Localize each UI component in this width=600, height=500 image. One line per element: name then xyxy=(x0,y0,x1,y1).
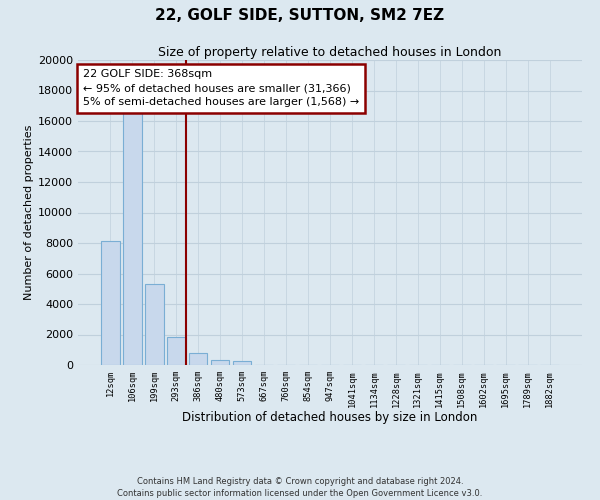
Bar xyxy=(189,353,208,365)
Y-axis label: Number of detached properties: Number of detached properties xyxy=(24,125,34,300)
Bar xyxy=(211,360,229,365)
Text: 22 GOLF SIDE: 368sqm
← 95% of detached houses are smaller (31,366)
5% of semi-de: 22 GOLF SIDE: 368sqm ← 95% of detached h… xyxy=(83,69,359,107)
X-axis label: Distribution of detached houses by size in London: Distribution of detached houses by size … xyxy=(182,411,478,424)
Bar xyxy=(101,242,119,365)
Bar xyxy=(233,361,251,365)
Text: 22, GOLF SIDE, SUTTON, SM2 7EZ: 22, GOLF SIDE, SUTTON, SM2 7EZ xyxy=(155,8,445,22)
Bar xyxy=(167,337,185,365)
Text: Contains HM Land Registry data © Crown copyright and database right 2024.
Contai: Contains HM Land Registry data © Crown c… xyxy=(118,476,482,498)
Bar xyxy=(123,112,142,365)
Title: Size of property relative to detached houses in London: Size of property relative to detached ho… xyxy=(158,46,502,59)
Bar xyxy=(145,284,164,365)
